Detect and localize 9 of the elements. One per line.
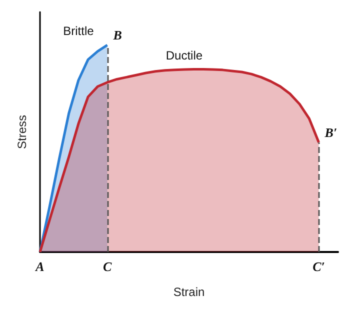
x-tick-label: C′ bbox=[312, 259, 326, 274]
x-axis-title: Strain bbox=[173, 285, 205, 299]
annotation: B′ bbox=[324, 124, 338, 140]
x-tick-label: C bbox=[102, 259, 112, 274]
text: B bbox=[112, 28, 122, 43]
x-tick-label: A bbox=[34, 259, 45, 274]
series-label: Ductile bbox=[166, 48, 203, 62]
series-label: Brittle bbox=[63, 24, 94, 38]
y-axis-title: Stress bbox=[15, 114, 29, 150]
